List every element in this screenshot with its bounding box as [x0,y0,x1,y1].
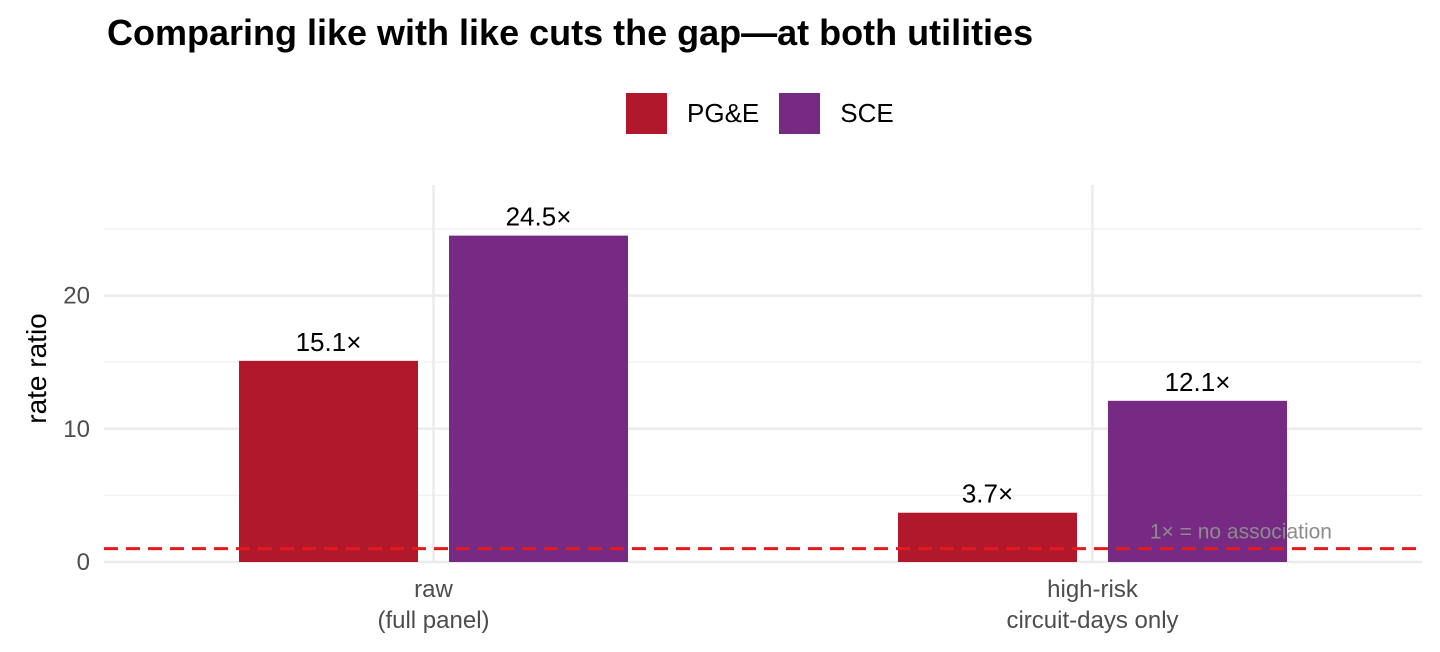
bar [898,512,1077,562]
legend-label-sce: SCE [840,98,894,128]
x-tick-label: high-risk circuit-days only [1006,576,1178,634]
y-tick-label: 20 [63,283,90,310]
y-tick-label: 0 [77,549,90,576]
bar [1108,400,1287,562]
bar-value-label: 24.5× [506,202,572,232]
bar [239,360,418,562]
legend: PG&E SCE [626,93,914,134]
chart-title: Comparing like with like cuts the gap—at… [107,12,1034,53]
bar-value-label: 3.7× [962,479,1013,509]
x-tick-label: raw (full panel) [377,576,489,634]
legend-item-sce: SCE [779,93,894,134]
legend-swatch-pge [626,93,667,134]
y-tick-label: 10 [63,416,90,443]
bar-value-label: 15.1× [296,327,362,357]
bar [449,235,628,563]
legend-swatch-sce [779,93,821,134]
legend-item-pge: PG&E [626,93,759,134]
y-axis-label: rate ratio [21,313,52,424]
reference-line-label: 1× = no association [1150,521,1332,544]
legend-label-pge: PG&E [687,98,760,128]
bar-value-label: 12.1× [1165,367,1231,397]
